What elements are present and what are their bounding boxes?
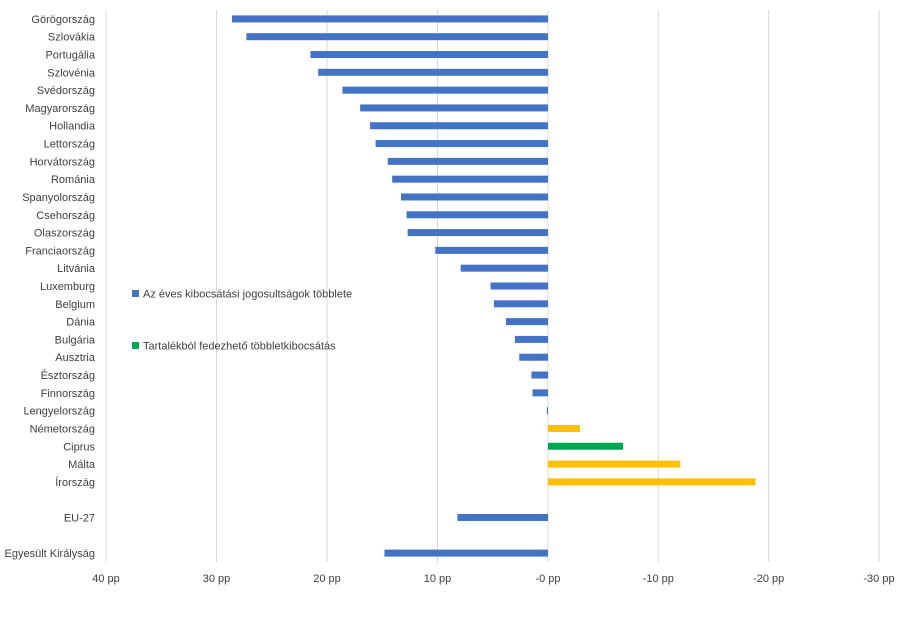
bar bbox=[407, 229, 548, 237]
bar bbox=[360, 104, 548, 112]
category-label: Portugália bbox=[45, 50, 95, 62]
bar bbox=[342, 86, 548, 94]
category-label: Magyarország bbox=[25, 103, 95, 115]
bar bbox=[546, 407, 548, 415]
category-label: EU-27 bbox=[64, 512, 95, 524]
category-label: Franciaország bbox=[25, 245, 95, 257]
x-tick-label: -10 pp bbox=[643, 573, 674, 585]
category-label: Svédország bbox=[37, 85, 95, 97]
category-label: Észtország bbox=[41, 369, 95, 382]
x-tick-labels: 40 pp 30 pp 20 pp 10 pp -0 pp -10 pp -20 pp -30… bbox=[92, 573, 894, 585]
bar bbox=[318, 68, 548, 76]
bar bbox=[548, 460, 681, 468]
x-tick-label: 20 pp bbox=[313, 573, 341, 585]
legend-swatch bbox=[132, 290, 139, 297]
category-label: Bulgária bbox=[55, 334, 96, 346]
category-label: Finnország bbox=[41, 388, 95, 400]
bar bbox=[406, 211, 548, 219]
bar bbox=[370, 122, 548, 130]
bar bbox=[387, 157, 548, 165]
category-label: Románia bbox=[51, 174, 96, 186]
bar bbox=[401, 193, 548, 201]
bar bbox=[490, 282, 548, 290]
bar bbox=[457, 513, 548, 521]
category-label: Ciprus bbox=[63, 441, 95, 453]
category-label: Hollandia bbox=[49, 121, 96, 133]
category-label: Németország bbox=[30, 423, 95, 435]
bar bbox=[548, 424, 580, 432]
bar bbox=[435, 246, 548, 254]
category-label: Lettország bbox=[44, 139, 95, 151]
legend: Az éves kibocsátási jogosultságok többle… bbox=[132, 289, 352, 353]
bar bbox=[246, 33, 548, 41]
legend-label: Az éves kibocsátási jogosultságok többle… bbox=[143, 289, 352, 301]
bar bbox=[375, 140, 548, 148]
bar bbox=[548, 478, 756, 486]
category-label: Luxemburg bbox=[40, 281, 95, 293]
bar bbox=[514, 335, 548, 343]
bar bbox=[392, 175, 548, 183]
category-label: Szlovénia bbox=[47, 67, 96, 79]
category-label: Ausztria bbox=[55, 352, 96, 364]
bar bbox=[548, 442, 624, 450]
x-tick-label: -30 pp bbox=[863, 573, 894, 585]
category-label: Egyesült Királyság bbox=[5, 548, 96, 560]
bar bbox=[384, 549, 548, 557]
category-label: Belgium bbox=[55, 299, 95, 311]
bar bbox=[310, 51, 548, 59]
category-label: Szlovákia bbox=[48, 32, 96, 44]
category-label: Dánia bbox=[66, 317, 96, 329]
x-tick-label: -20 pp bbox=[753, 573, 784, 585]
bars bbox=[231, 15, 756, 557]
bar bbox=[231, 15, 548, 23]
bar bbox=[460, 264, 548, 272]
bar bbox=[531, 371, 548, 379]
bar bbox=[519, 353, 548, 361]
x-tick-label: 10 pp bbox=[424, 573, 452, 585]
category-labels: Görögország Szlovákia Portugália Szlovénia S… bbox=[5, 14, 96, 560]
legend-swatch bbox=[132, 342, 139, 349]
x-tick-label: 40 pp bbox=[92, 573, 120, 585]
bar bbox=[532, 389, 548, 397]
category-label: Spanyolország bbox=[22, 192, 95, 204]
bar bbox=[506, 318, 548, 326]
legend-label: Tartalékból fedezhető többletkibocsátás bbox=[143, 341, 336, 353]
category-label: Csehország bbox=[36, 210, 95, 222]
bar bbox=[493, 300, 548, 308]
category-label: Görögország bbox=[31, 14, 95, 26]
category-label: Írország bbox=[55, 476, 95, 489]
category-label: Lengyelország bbox=[23, 406, 95, 418]
category-label: Litvánia bbox=[57, 263, 96, 275]
category-label: Horvátország bbox=[30, 156, 95, 168]
x-tick-label: -0 pp bbox=[535, 573, 560, 585]
x-tick-label: 30 pp bbox=[203, 573, 231, 585]
category-label: Olaszország bbox=[34, 228, 95, 240]
category-label: Málta bbox=[68, 459, 96, 471]
